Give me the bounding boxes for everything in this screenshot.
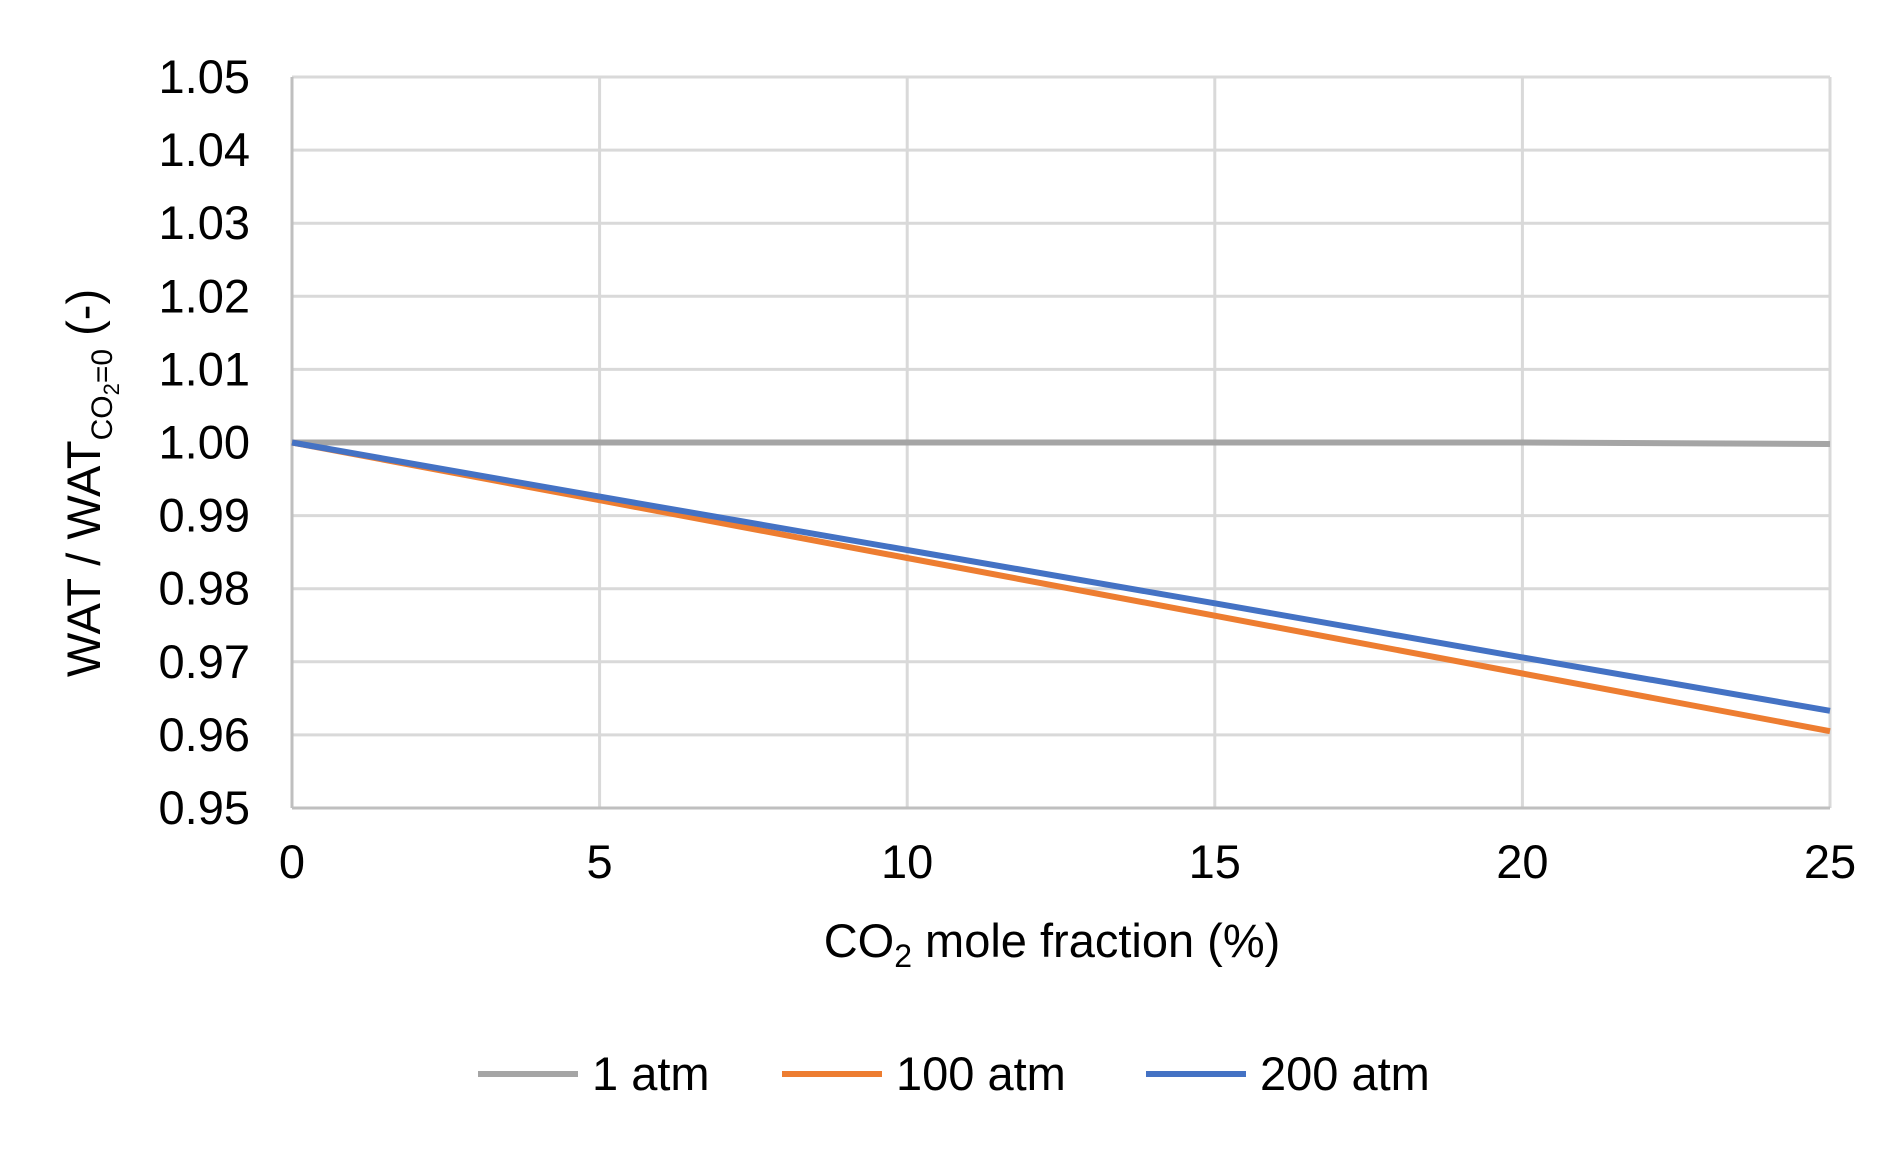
y-tick-label: 0.97 — [159, 635, 250, 688]
y-tick-label: 1.00 — [159, 416, 250, 469]
y-tick-label: 1.02 — [159, 269, 250, 322]
y-tick-label: 1.01 — [159, 342, 250, 395]
y-tick-label: 1.03 — [159, 196, 250, 249]
x-tick-label: 0 — [279, 835, 305, 888]
y-axis-title-subscript: CO — [86, 395, 119, 440]
x-tick-labels: 0 5 10 15 20 25 — [279, 835, 1856, 888]
y-axis-title: WAT / WATCO2=0 (-) — [57, 289, 124, 677]
x-tick-label: 15 — [1189, 835, 1241, 888]
legend-item: 100 atm — [782, 1047, 1066, 1100]
x-tick-label: 25 — [1804, 835, 1856, 888]
y-axis-title-subscript-2: 2 — [99, 383, 124, 395]
x-axis-title: CO2 mole fraction (%) — [824, 914, 1281, 974]
y-tick-label: 0.98 — [159, 562, 250, 615]
x-axis-title-prefix: CO — [824, 914, 895, 967]
series-lines — [291, 439, 1831, 735]
legend-item: 1 atm — [478, 1047, 710, 1100]
y-axis-title-prefix: WAT / WAT — [57, 440, 110, 677]
series-line-1-atm — [292, 439, 1831, 447]
x-tick-label: 5 — [587, 835, 613, 888]
legend-item: 200 atm — [1146, 1047, 1430, 1100]
y-tick-label: 0.99 — [159, 489, 250, 542]
x-axis-title-suffix: mole fraction (%) — [912, 914, 1280, 967]
y-axis-title-suffix: (-) — [57, 289, 110, 349]
y-tick-label: 0.96 — [159, 708, 250, 761]
legend-label: 200 atm — [1260, 1047, 1430, 1100]
legend-label: 100 atm — [896, 1047, 1066, 1100]
y-tick-label: 0.95 — [159, 781, 250, 834]
x-tick-label: 20 — [1496, 835, 1548, 888]
series-line-200-atm — [291, 439, 1831, 714]
y-tick-labels: 0.95 0.96 0.97 0.98 0.99 1.00 1.01 1.02 1.03 1.04… — [159, 50, 250, 834]
legend-label: 1 atm — [592, 1047, 710, 1100]
x-axis-title-subscript: 2 — [894, 938, 912, 974]
legend: 1 atm 100 atm 200 atm — [478, 1047, 1430, 1100]
x-tick-label: 10 — [881, 835, 933, 888]
y-axis-title-subscript-tail: =0 — [86, 349, 119, 383]
y-tick-label: 1.04 — [159, 123, 250, 176]
y-tick-label: 1.05 — [159, 50, 250, 103]
